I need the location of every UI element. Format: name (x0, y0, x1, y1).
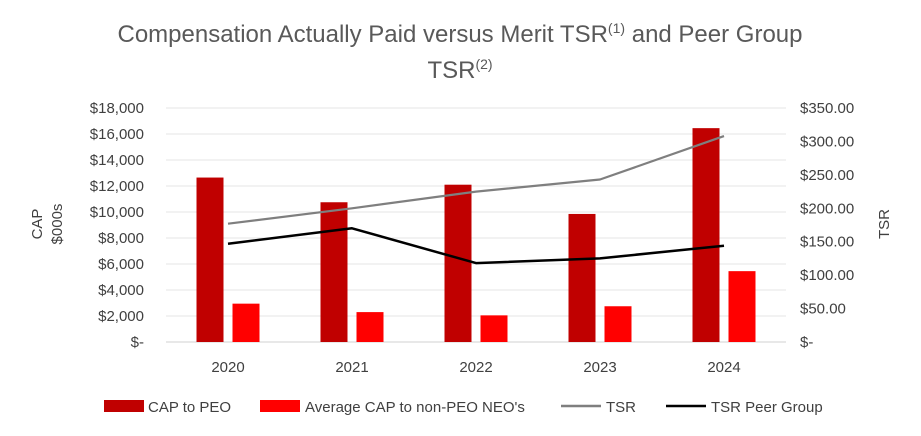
right-tick-label: $350.00 (800, 100, 854, 117)
left-axis-label-cap: CAP (29, 209, 46, 240)
legend-label-tsr-peer-group: TSR Peer Group (711, 399, 823, 416)
bar-cap-to-peo (568, 213, 596, 342)
left-tick-label: $2,000 (98, 308, 144, 325)
x-tick-label: 2023 (583, 359, 616, 376)
x-tick-label: 2021 (335, 359, 368, 376)
left-tick-label: $4,000 (98, 282, 144, 299)
bar-cap-to-peo (692, 128, 720, 342)
right-axis-ticks: $- $50.00 $100.00 $150.00 $200.00 $250.00 $300… (800, 100, 854, 351)
bar-cap-to-peo (196, 177, 224, 342)
chart-title-line2: TSR(2) (427, 56, 492, 84)
bar-average-cap-to-non-peo-neo-s (480, 315, 508, 342)
left-tick-label: $14,000 (90, 152, 144, 169)
right-tick-label: $300.00 (800, 133, 854, 150)
left-axis-ticks: $- $2,000 $4,000 $6,000 $8,000 $10,000 $12,000… (90, 100, 144, 351)
left-tick-label: $10,000 (90, 204, 144, 221)
x-tick-label: 2024 (707, 359, 740, 376)
gridlines (166, 107, 786, 343)
bar-series (196, 128, 756, 342)
x-axis-ticks: 2020 2021 2022 2023 2024 (211, 359, 740, 376)
left-tick-label: $18,000 (90, 100, 144, 117)
legend-swatch-average-cap (260, 400, 300, 412)
right-axis-label: TSR (876, 209, 893, 239)
right-tick-label: $150.00 (800, 234, 854, 251)
chart-title-line1: Compensation Actually Paid versus Merit … (117, 20, 802, 48)
legend-label-average-cap: Average CAP to non-PEO NEO's (305, 399, 525, 416)
line-tsr (227, 135, 725, 225)
left-axis-label-units: $000s (49, 204, 66, 245)
right-tick-label: $250.00 (800, 167, 854, 184)
bar-cap-to-peo (320, 202, 348, 342)
right-tick-label: $- (800, 334, 813, 351)
bar-average-cap-to-non-peo-neo-s (232, 303, 260, 342)
x-tick-label: 2022 (459, 359, 492, 376)
line-tsr-peer-group (227, 227, 725, 265)
legend: CAP to PEO Average CAP to non-PEO NEO's … (104, 399, 823, 416)
line-series (227, 135, 725, 265)
right-tick-label: $50.00 (800, 301, 846, 318)
left-tick-label: $12,000 (90, 178, 144, 195)
legend-label-tsr: TSR (606, 399, 636, 416)
legend-swatch-cap-to-peo (104, 400, 144, 412)
legend-label-cap-to-peo: CAP to PEO (148, 399, 231, 416)
left-tick-label: $6,000 (98, 256, 144, 273)
left-tick-label: $8,000 (98, 230, 144, 247)
bar-average-cap-to-non-peo-neo-s (728, 271, 756, 342)
right-tick-label: $200.00 (800, 200, 854, 217)
left-tick-label: $16,000 (90, 126, 144, 143)
left-tick-label: $- (131, 334, 144, 351)
bar-average-cap-to-non-peo-neo-s (356, 312, 384, 342)
x-tick-label: 2020 (211, 359, 244, 376)
bar-average-cap-to-non-peo-neo-s (604, 306, 632, 342)
bar-cap-to-peo (444, 184, 472, 342)
right-tick-label: $100.00 (800, 267, 854, 284)
